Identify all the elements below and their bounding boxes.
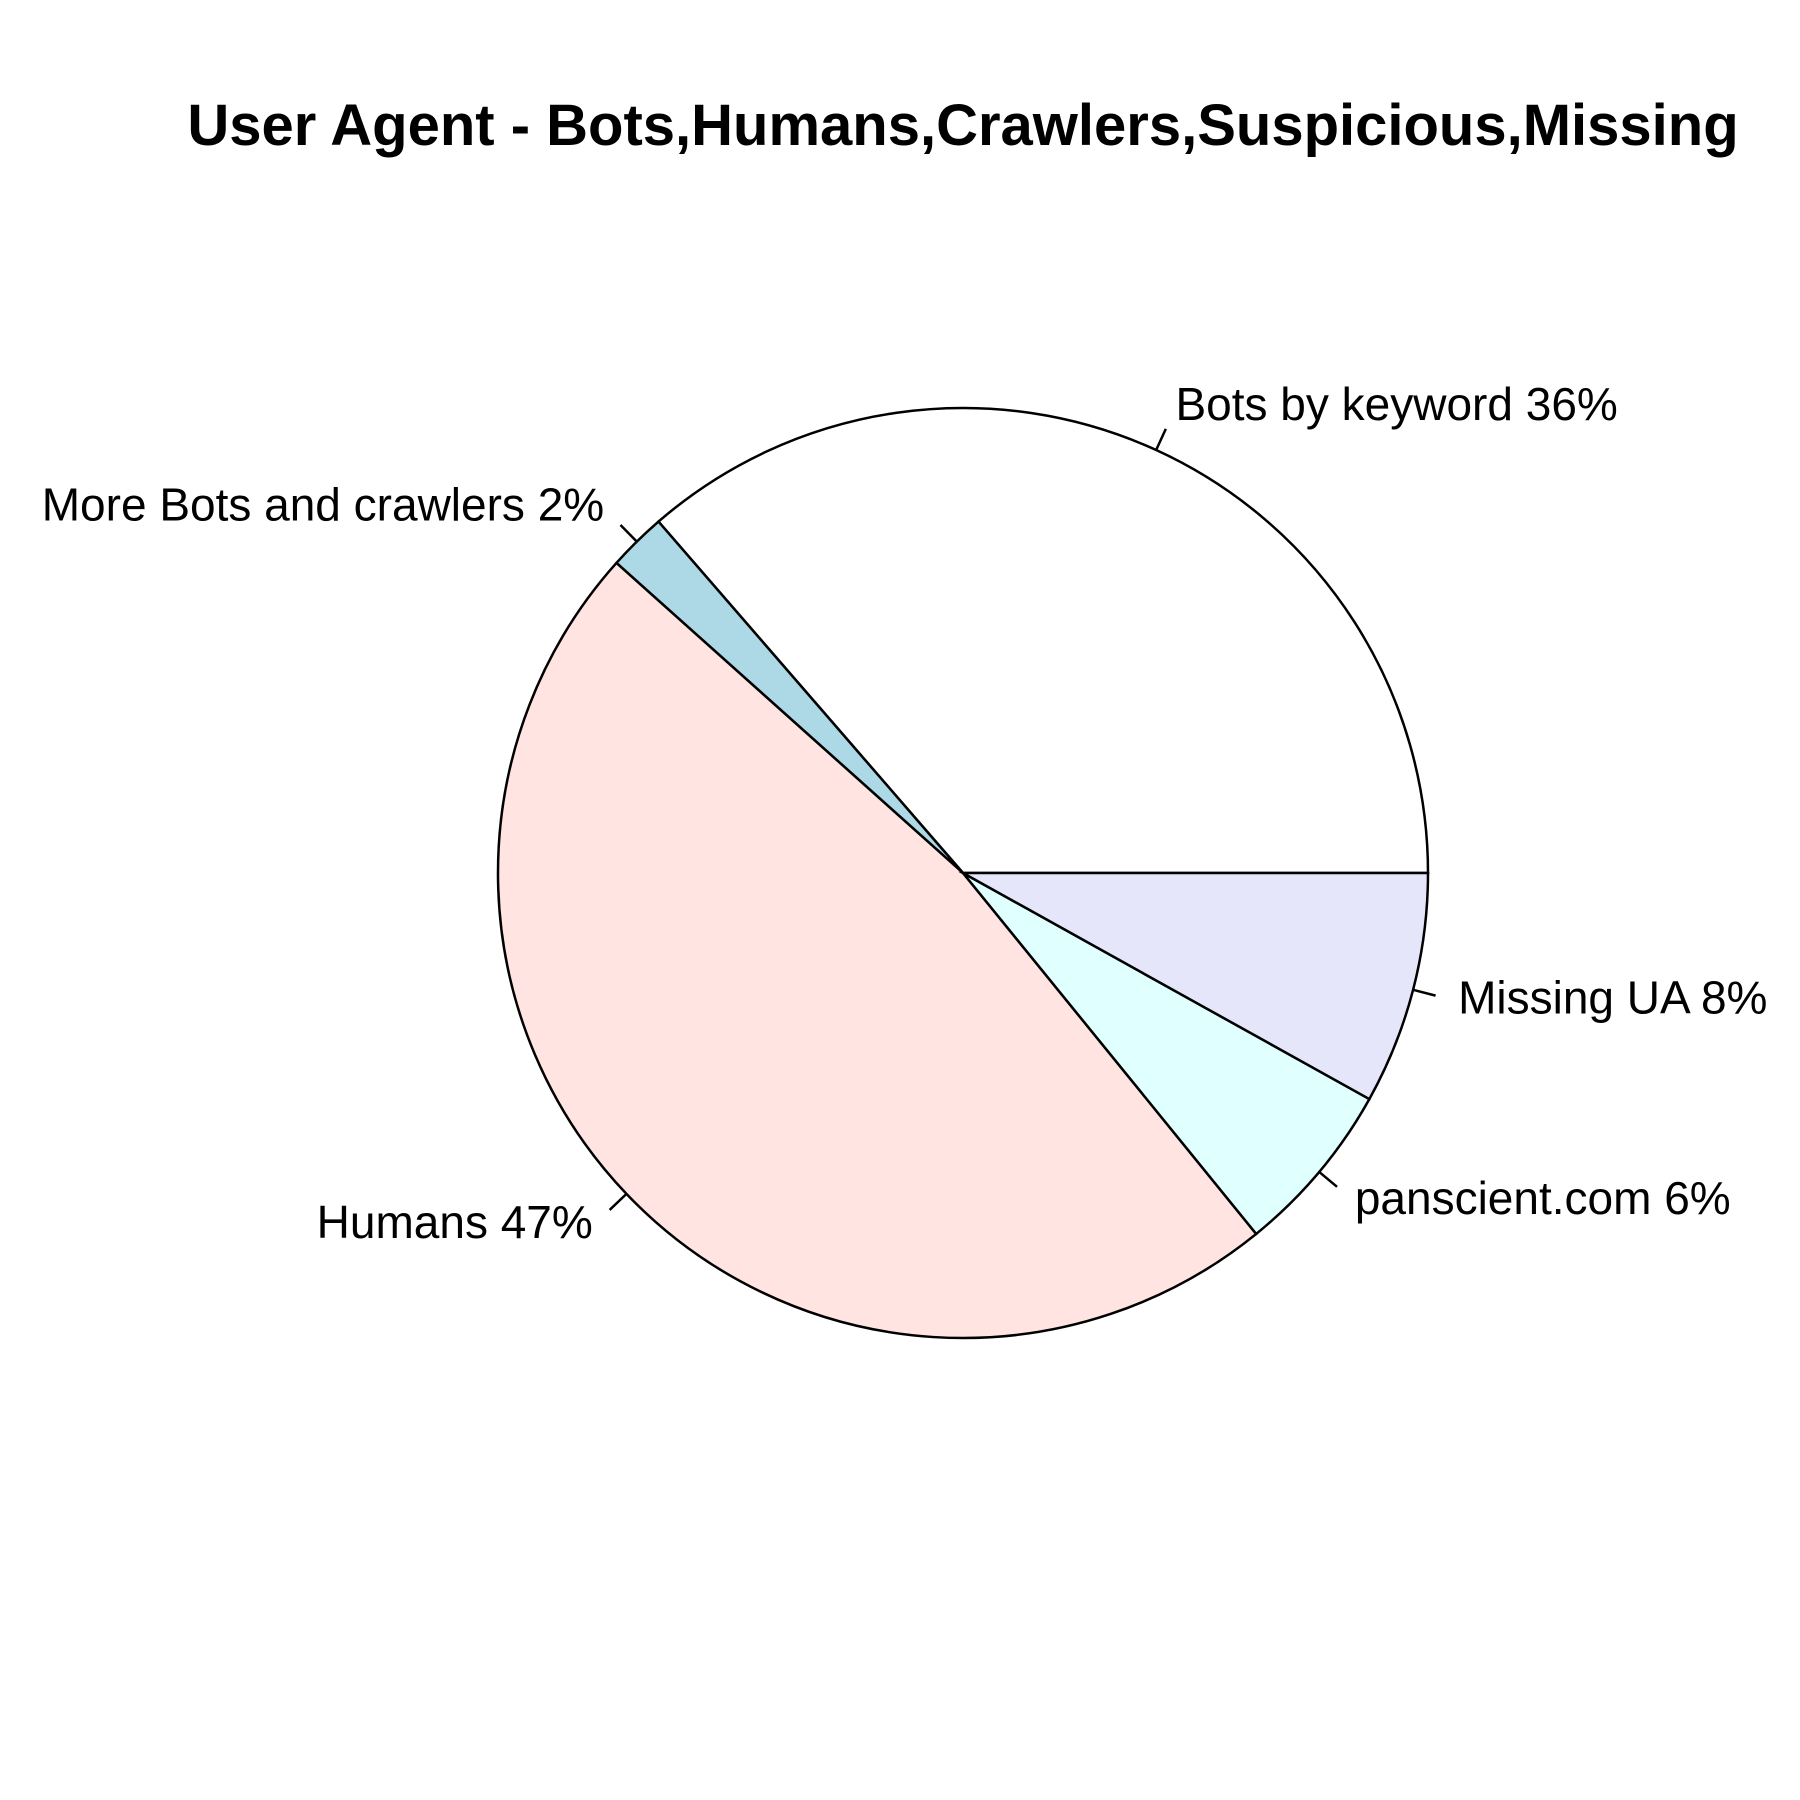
label-tick (1318, 1170, 1338, 1188)
slice-label: panscient.com 6% (1355, 1172, 1731, 1224)
label-tick (608, 1192, 628, 1211)
slice-label: Bots by keyword 36% (1175, 378, 1617, 430)
pie-slices (496, 406, 1430, 1340)
slice-label: Missing UA 8% (1458, 972, 1767, 1024)
label-ticks (608, 428, 1436, 1211)
pie-slice (958, 871, 1430, 1101)
label-tick (1412, 988, 1436, 997)
label-tick (1155, 428, 1167, 451)
slice-label: More Bots and crawlers 2% (42, 479, 604, 531)
label-tick (619, 524, 638, 543)
slice-labels: Bots by keyword 36% More Bots and crawler… (42, 378, 1768, 1248)
chart-title: User Agent - Bots,Humans,Crawlers,Suspic… (187, 93, 1738, 158)
slice-label: Humans 47% (317, 1196, 593, 1248)
